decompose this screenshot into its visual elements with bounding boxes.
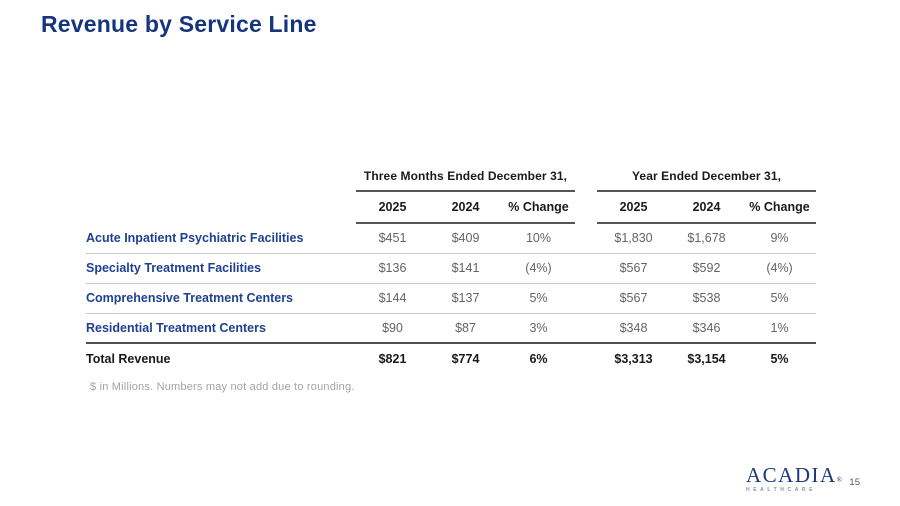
cell-value: $567 xyxy=(597,283,670,314)
column-header-2025-y: 2025 xyxy=(597,191,670,224)
logo-wordmark: ACADIA® xyxy=(746,463,842,487)
column-header-change-y: % Change xyxy=(743,191,817,224)
cell-value: $141 xyxy=(429,253,502,284)
cell-value: $90 xyxy=(356,313,429,344)
column-header-row: 2025 2024 % Change 2025 2024 % Change xyxy=(86,191,817,224)
column-header-2024-q: 2024 xyxy=(429,191,502,224)
cell-value: 10% xyxy=(502,223,575,254)
cell-value: $87 xyxy=(429,313,502,344)
table-row-specialty: Specialty Treatment Facilities $136 $141… xyxy=(86,253,817,284)
row-label: Comprehensive Treatment Centers xyxy=(86,283,356,314)
cell-value: $821 xyxy=(378,352,407,366)
table-row-comprehensive: Comprehensive Treatment Centers $144 $13… xyxy=(86,283,817,314)
column-gap xyxy=(575,191,597,223)
cell-value: $144 xyxy=(356,283,429,314)
column-gap xyxy=(575,253,597,284)
group-header-year: Year Ended December 31, xyxy=(597,163,817,192)
column-header-2024-y: 2024 xyxy=(670,191,743,224)
column-gap xyxy=(575,223,597,254)
cell-value: $136 xyxy=(356,253,429,284)
cell-value: 1% xyxy=(743,313,817,344)
column-gap xyxy=(575,313,597,344)
cell-value: $592 xyxy=(670,253,743,284)
cell-value: $567 xyxy=(597,253,670,284)
empty-corner-cell xyxy=(86,163,356,191)
footnote: $ in Millions. Numbers may not add due t… xyxy=(90,381,355,393)
cell-value: $3,313 xyxy=(614,352,653,366)
cell-value: 5% xyxy=(770,352,789,366)
cell-value: $1,678 xyxy=(670,223,743,254)
cell-value: 3% xyxy=(502,313,575,344)
logo-subtext: HEALTHCARE xyxy=(746,487,817,493)
group-header-row: Three Months Ended December 31, Year End… xyxy=(86,163,817,192)
cell-value: 5% xyxy=(502,283,575,314)
table-row-residential: Residential Treatment Centers $90 $87 3%… xyxy=(86,313,817,344)
cell-value: $538 xyxy=(670,283,743,314)
cell-value: $1,830 xyxy=(597,223,670,254)
cell-value: $774 xyxy=(451,352,480,366)
row-label: Residential Treatment Centers xyxy=(86,313,356,344)
cell-value: 5% xyxy=(743,283,817,314)
revenue-table: Three Months Ended December 31, Year End… xyxy=(86,163,817,374)
total-row-label: Total Revenue xyxy=(86,352,171,366)
page-number: 15 xyxy=(849,477,860,488)
column-gap xyxy=(575,163,597,191)
cell-value: $409 xyxy=(429,223,502,254)
cell-value: 9% xyxy=(743,223,817,254)
column-gap xyxy=(575,283,597,314)
table-row-acute-inpatient: Acute Inpatient Psychiatric Facilities $… xyxy=(86,223,817,254)
column-header-change-q: % Change xyxy=(502,191,575,224)
acadia-healthcare-logo: ACADIA® HEALTHCARE xyxy=(746,463,842,494)
revenue-table-section: Three Months Ended December 31, Year End… xyxy=(86,163,817,393)
column-header-2025-q: 2025 xyxy=(356,191,429,224)
cell-value: 6% xyxy=(529,352,548,366)
cell-value: $137 xyxy=(429,283,502,314)
page-title: Revenue by Service Line xyxy=(41,11,317,37)
cell-value: $451 xyxy=(356,223,429,254)
cell-value: (4%) xyxy=(502,253,575,284)
column-gap xyxy=(575,343,597,374)
cell-value: $348 xyxy=(597,313,670,344)
row-label: Specialty Treatment Facilities xyxy=(86,253,356,284)
registered-mark-icon: ® xyxy=(836,476,842,484)
row-label: Acute Inpatient Psychiatric Facilities xyxy=(86,223,356,254)
cell-value: $3,154 xyxy=(687,352,726,366)
group-header-three-months: Three Months Ended December 31, xyxy=(356,163,575,192)
table-row-total: Total Revenue $821 $774 6% $3,313 $3,154… xyxy=(86,343,816,374)
cell-value: $346 xyxy=(670,313,743,344)
cell-value: (4%) xyxy=(743,253,817,284)
empty-corner-cell xyxy=(86,191,356,223)
